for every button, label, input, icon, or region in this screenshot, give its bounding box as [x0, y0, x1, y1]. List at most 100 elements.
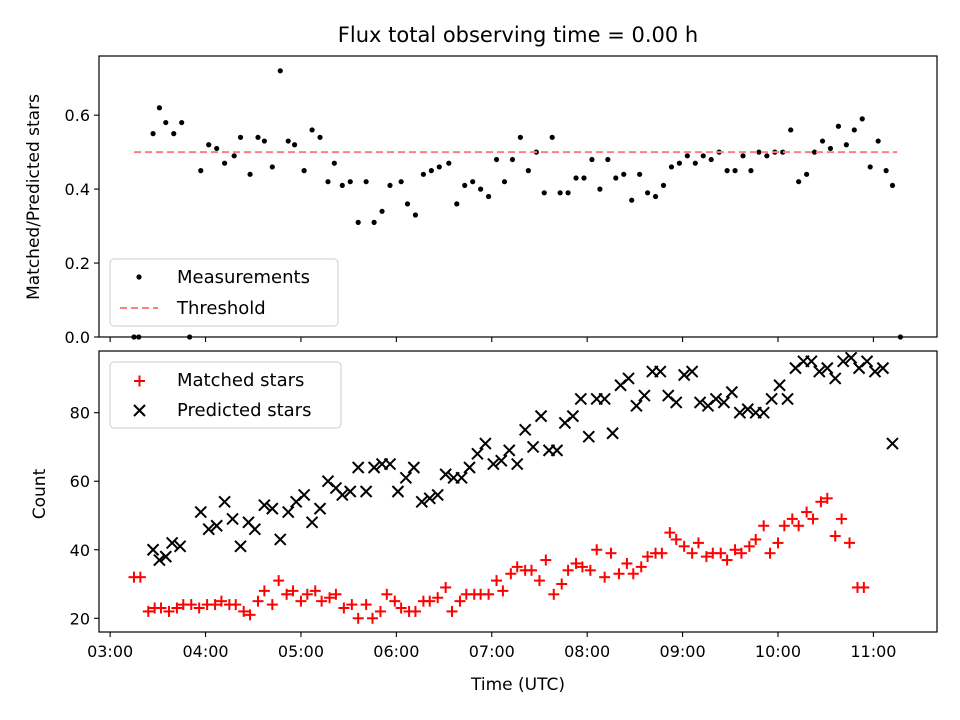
measurement-point [371, 219, 377, 225]
matched-stars-point [801, 506, 813, 518]
matched-stars-point [330, 588, 342, 600]
x-tick-label: 04:00 [182, 642, 228, 661]
predicted-stars-point [717, 396, 731, 409]
measurement-point [446, 160, 452, 166]
measurement-point [748, 168, 754, 174]
count-y-axis-label: Count [30, 468, 50, 519]
matched-stars-point [533, 575, 545, 587]
matched-stars-point [526, 564, 538, 576]
count-marks [128, 351, 899, 624]
measurement-point [325, 179, 331, 185]
matched-stars-point [844, 537, 856, 549]
measurement-point [756, 149, 762, 155]
measurement-point [549, 134, 555, 140]
y-tick-label: 80 [70, 404, 90, 423]
measurement-point [597, 186, 603, 192]
matched-stars-point [252, 595, 264, 607]
predicted-stars-point [471, 447, 484, 461]
measurement-point [187, 334, 193, 340]
predicted-stars-point [297, 488, 311, 502]
predicted-stars-point [159, 550, 172, 563]
predicted-stars-point [313, 502, 327, 515]
ratio-x-ticks [109, 337, 874, 342]
matched-stars-point [230, 599, 242, 611]
matched-stars-point [750, 533, 762, 545]
predicted-stars-point [463, 461, 476, 474]
matched-stars-point [670, 533, 682, 545]
predicted-stars-point [305, 516, 319, 529]
x-tick-label: 08:00 [564, 642, 610, 661]
measurement-point [454, 201, 460, 207]
measurement-point [835, 123, 842, 129]
measurement-point [509, 156, 516, 163]
measurement-point [156, 105, 163, 111]
measurement-point [780, 149, 786, 155]
predicted-stars-point [550, 444, 564, 457]
predicted-stars-point [670, 396, 683, 409]
matched-stars-point [295, 595, 307, 607]
matched-stars-point [858, 581, 870, 593]
predicted-stars-point [582, 430, 595, 443]
predicted-stars-point [741, 403, 754, 416]
measurement-point [412, 212, 419, 218]
legend-matched-marker [134, 375, 145, 387]
measurement-point [179, 119, 185, 126]
matched-stars-point [576, 561, 588, 573]
measurement-point [589, 156, 595, 163]
predicted-stars-point [391, 485, 405, 498]
measurement-point [231, 153, 237, 159]
matched-stars-point [193, 602, 205, 614]
legend-measurements-marker [136, 274, 142, 280]
predicted-stars-point [805, 355, 818, 368]
predicted-stars-point [781, 392, 794, 406]
matched-stars-point [309, 585, 321, 597]
matched-stars-point [786, 513, 798, 525]
measurement-point [827, 145, 834, 152]
measurement-point [724, 168, 730, 174]
measurement-point [347, 179, 353, 185]
measurement-point [796, 179, 802, 185]
predicted-stars-point [773, 379, 786, 392]
predicted-stars-point [765, 392, 778, 406]
measurement-point [478, 186, 484, 192]
predicted-stars-point [886, 437, 899, 450]
predicted-stars-point [146, 543, 160, 556]
predicted-stars-point [654, 365, 667, 378]
matched-stars-point [700, 551, 712, 563]
measurement-point [644, 190, 651, 196]
matched-stars-point [642, 551, 654, 563]
measurement-point [420, 171, 426, 177]
predicted-stars-point [210, 519, 223, 532]
count-panel-frame [98, 350, 938, 633]
measurement-point [525, 168, 531, 174]
predicted-stars-point [359, 485, 373, 498]
matched-stars-point [266, 599, 278, 611]
predicted-stars-point [566, 409, 580, 423]
predicted-stars-point [282, 505, 295, 519]
measurement-point [222, 160, 228, 166]
count-legend: Matched stars Predicted stars [109, 361, 342, 429]
measurement-point [605, 156, 611, 163]
measurement-point [629, 197, 635, 203]
predicted-stars-point [226, 512, 239, 526]
measurement-point [237, 134, 244, 140]
legend-predicted-label: Predicted stars [177, 400, 311, 421]
count-x-ticks: 03:00 04:00 05:00 06:00 07:00 08:00 09:00 10:00… [87, 632, 896, 661]
matched-stars-point [505, 568, 517, 580]
measurement-point [436, 164, 442, 170]
measurement-point [428, 168, 434, 174]
matched-stars-point [491, 575, 503, 587]
measurement-point [163, 119, 169, 126]
predicted-stars-point [757, 406, 770, 419]
predicted-stars-point [622, 372, 635, 385]
matched-stars-point [409, 605, 421, 617]
matched-stars-point [155, 602, 167, 614]
predicted-stars-point [165, 536, 179, 550]
predicted-stars-point [399, 471, 413, 484]
measurement-point [875, 138, 881, 144]
predicted-stars-point [868, 365, 882, 378]
measurement-point [843, 142, 849, 148]
predicted-stars-point [510, 457, 524, 471]
matched-stars-point [729, 544, 741, 556]
measurement-point [198, 168, 204, 174]
